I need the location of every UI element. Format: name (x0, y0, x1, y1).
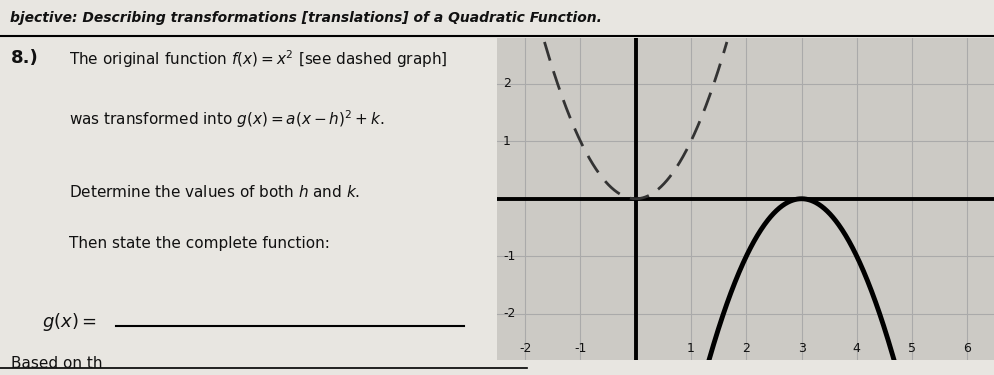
Text: Determine the values of both $h$ and $k$.: Determine the values of both $h$ and $k$… (69, 184, 360, 200)
Text: 1: 1 (503, 135, 510, 148)
Text: bjective: Describing transformations [translations] of a Quadratic Function.: bjective: Describing transformations [tr… (10, 11, 601, 25)
Text: 4: 4 (852, 342, 860, 355)
Text: -1: -1 (574, 342, 586, 355)
Text: 8.): 8.) (11, 49, 38, 67)
Point (457, 324, 469, 328)
Text: Then state the complete function:: Then state the complete function: (69, 236, 329, 251)
Text: 2: 2 (503, 77, 510, 90)
Text: 6: 6 (962, 342, 970, 355)
Text: -2: -2 (503, 308, 515, 320)
Text: 2: 2 (742, 342, 749, 355)
Text: Based on th: Based on th (11, 356, 102, 371)
Text: -1: -1 (503, 250, 515, 263)
Text: 3: 3 (797, 342, 805, 355)
Text: $g(x) =$: $g(x) =$ (42, 311, 96, 333)
Text: -2: -2 (519, 342, 531, 355)
Point (110, 324, 122, 328)
Text: The original function $f(x) = x^2$ [see dashed graph]: The original function $f(x) = x^2$ [see … (69, 49, 446, 70)
Text: was transformed into $g(x) = a(x - h)^2 + k$.: was transformed into $g(x) = a(x - h)^2 … (69, 109, 384, 130)
Text: 5: 5 (908, 342, 915, 355)
Text: 1: 1 (686, 342, 694, 355)
